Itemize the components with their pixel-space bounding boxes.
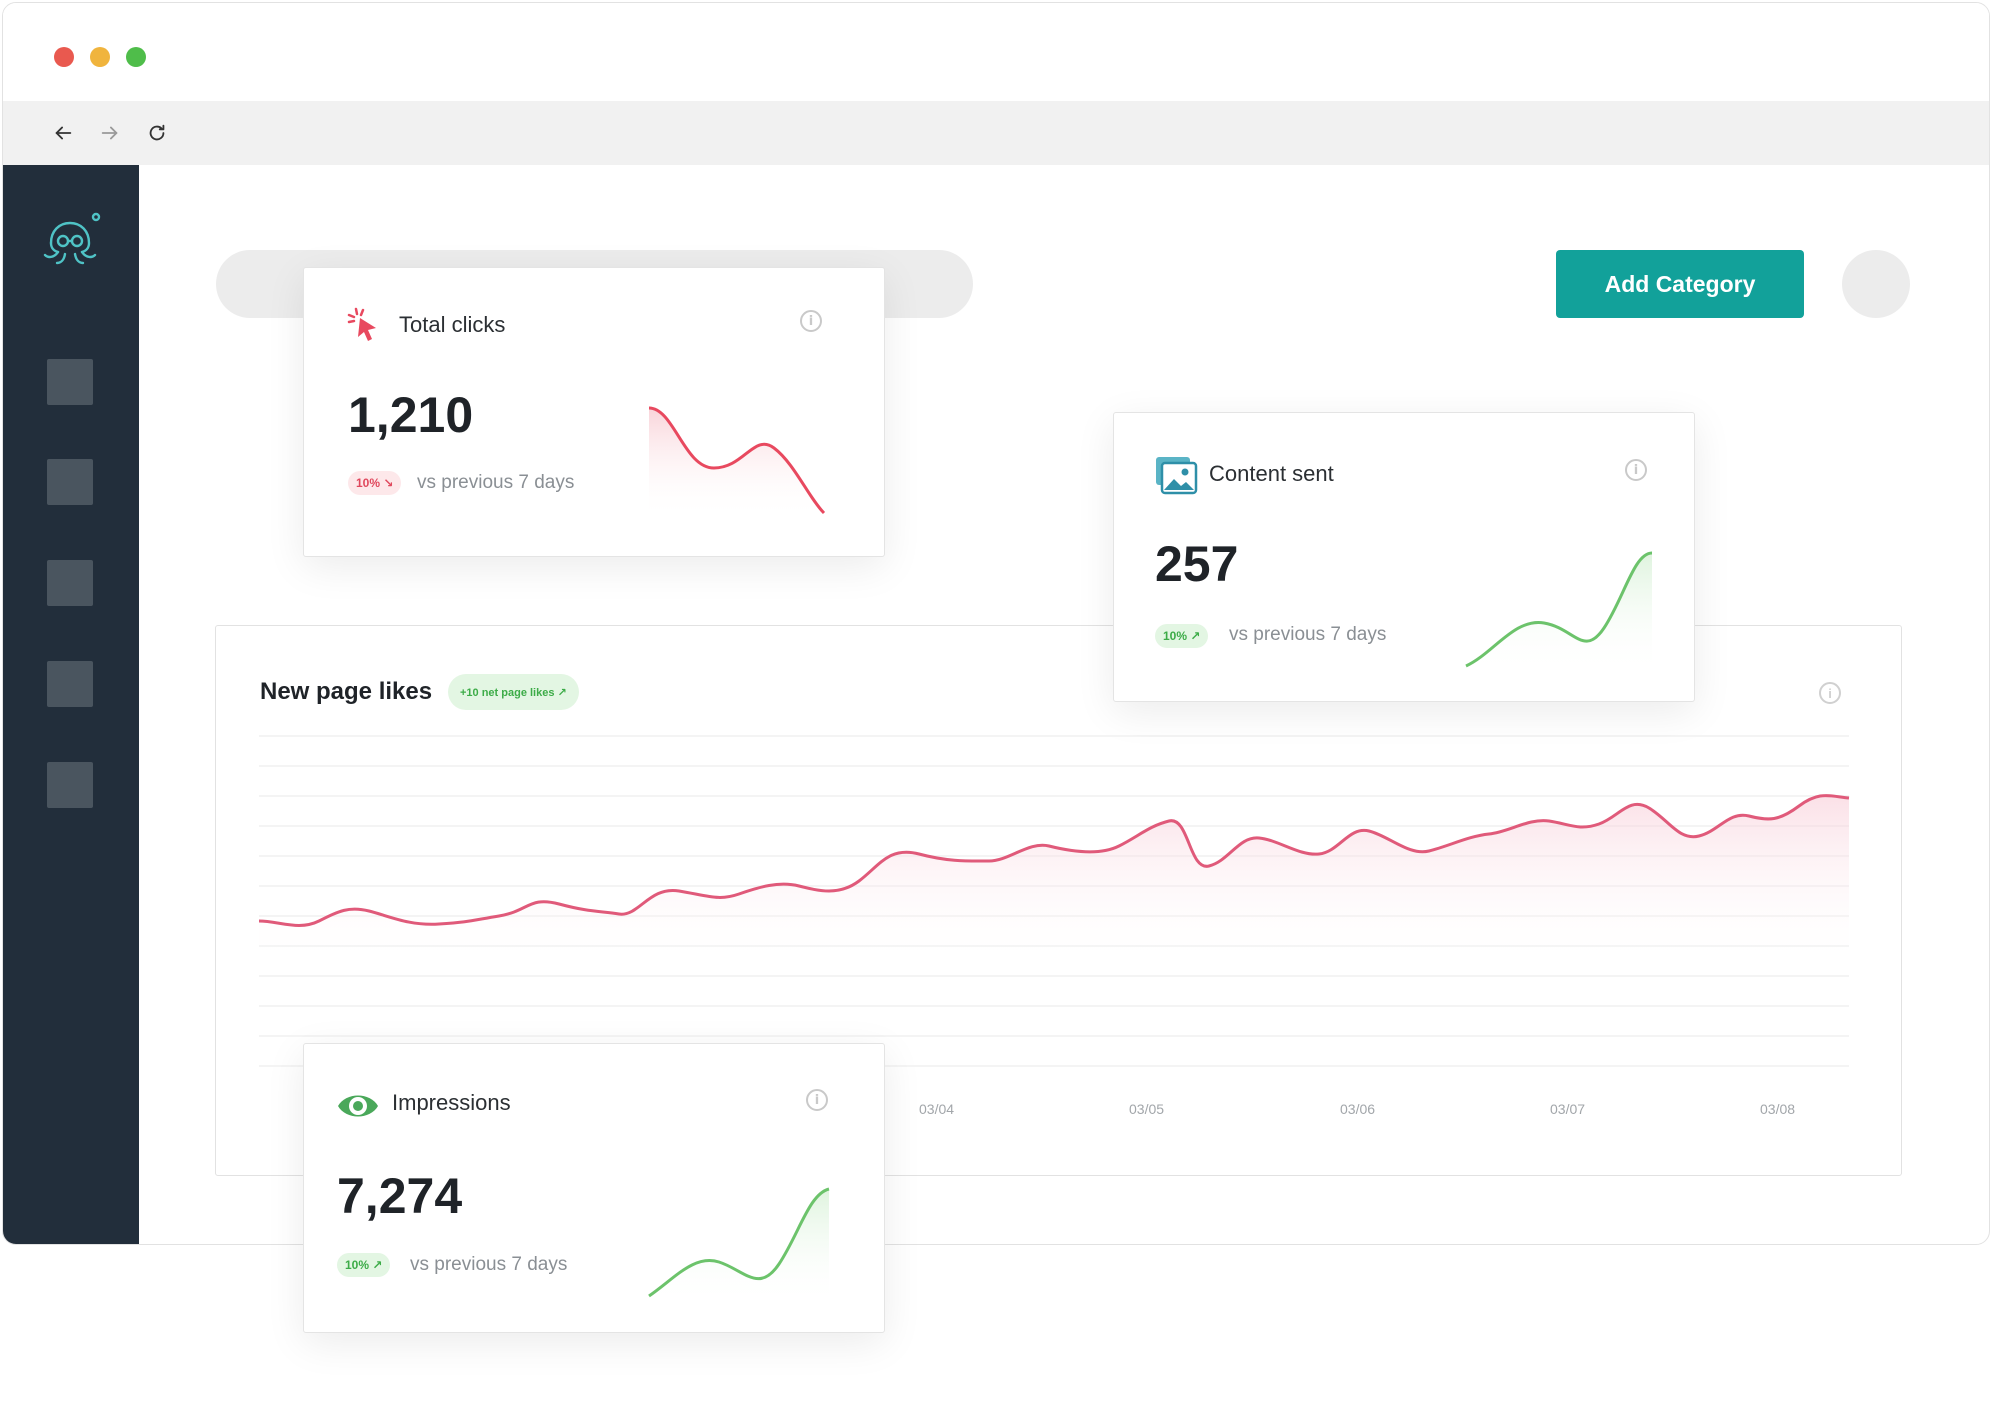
browser-navbar <box>3 101 1989 165</box>
x-tick-label: 03/06 <box>1340 1101 1376 1117</box>
x-tick-label: 03/07 <box>1550 1101 1586 1117</box>
image-gallery-icon <box>1156 457 1198 495</box>
card-title: Content sent <box>1209 461 1334 486</box>
sidebar <box>3 165 139 1244</box>
octopus-logo-icon[interactable] <box>39 209 105 275</box>
total-clicks-sparkline <box>648 406 826 518</box>
sidebar-item-1[interactable] <box>47 359 93 405</box>
sidebar-item-5[interactable] <box>47 762 93 808</box>
impressions-sparkline <box>648 1187 830 1304</box>
x-tick-label: 03/08 <box>1760 1101 1796 1117</box>
impressions-value: 7,274 <box>337 1168 463 1224</box>
comparison-text: vs previous 7 days <box>1229 624 1387 645</box>
comparison-text: vs previous 7 days <box>410 1254 568 1275</box>
reload-icon <box>149 124 165 141</box>
content-sent-card[interactable]: Content sent i 257 10% ↗ vs previous 7 d… <box>1113 412 1695 702</box>
arrow-left-icon <box>55 126 72 140</box>
x-tick-label: 03/05 <box>1129 1101 1165 1117</box>
trend-badge: 10% ↗ <box>1155 624 1209 648</box>
info-icon[interactable]: i <box>806 1089 828 1111</box>
add-category-button[interactable]: Add Category <box>1556 250 1804 318</box>
info-icon[interactable]: i <box>1819 682 1841 704</box>
total-clicks-value: 1,210 <box>348 387 474 443</box>
back-button[interactable] <box>49 119 77 147</box>
maximize-window-button[interactable] <box>126 47 146 67</box>
trend-badge: 10% ↘ <box>348 471 402 495</box>
close-window-button[interactable] <box>54 47 74 67</box>
arrow-right-icon <box>101 126 118 140</box>
sidebar-item-3[interactable] <box>47 560 93 606</box>
card-title: Total clicks <box>399 312 506 337</box>
total-clicks-card[interactable]: Total clicks i 1,210 10% ↘ vs previous 7… <box>303 267 885 557</box>
minimize-window-button[interactable] <box>90 47 110 67</box>
eye-icon <box>338 1095 378 1117</box>
page-likes-title: New page likes <box>260 678 433 705</box>
comparison-text: vs previous 7 days <box>417 472 575 493</box>
info-icon[interactable]: i <box>1625 459 1647 481</box>
info-icon[interactable]: i <box>800 310 822 332</box>
content-sent-sparkline <box>1465 551 1653 673</box>
page-likes-chart <box>259 735 1850 1067</box>
page-likes-area <box>259 795 1849 966</box>
sidebar-item-4[interactable] <box>47 661 93 707</box>
user-avatar[interactable] <box>1842 250 1910 318</box>
x-tick-label: 03/04 <box>919 1101 955 1117</box>
forward-button[interactable] <box>96 119 124 147</box>
reload-button[interactable] <box>143 119 171 147</box>
page-likes-line <box>259 794 1850 927</box>
card-title: Impressions <box>392 1090 511 1115</box>
trend-badge: 10% ↗ <box>337 1253 391 1277</box>
sidebar-item-2[interactable] <box>47 459 93 505</box>
window-titlebar <box>3 3 1989 101</box>
impressions-card[interactable]: Impressions i 7,274 10% ↗ vs previous 7 … <box>303 1043 885 1333</box>
content-sent-value: 257 <box>1155 536 1239 592</box>
page-likes-badge: +10 net page likes ↗ <box>448 674 579 710</box>
cursor-click-icon <box>347 307 376 341</box>
